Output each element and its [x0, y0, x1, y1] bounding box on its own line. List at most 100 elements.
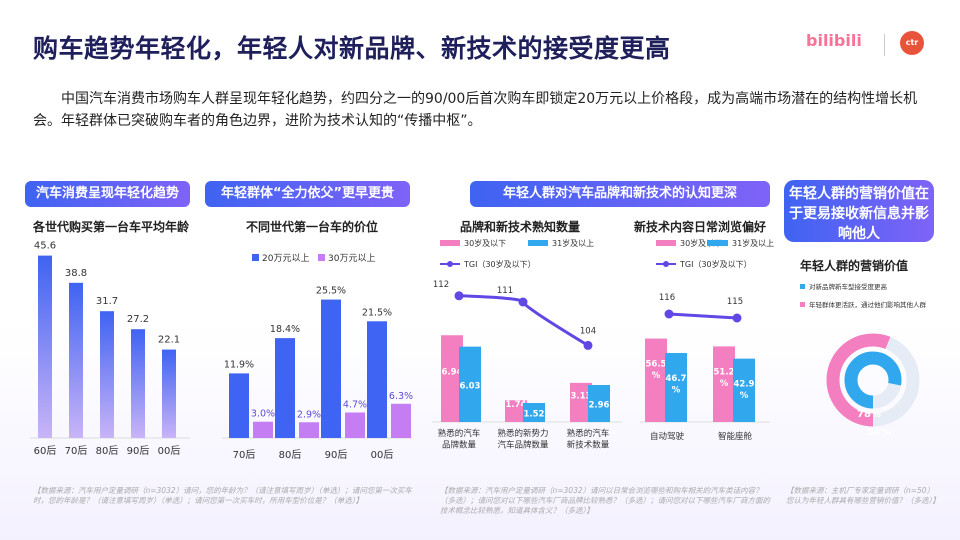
chart2-bar-20万元以上-3 [367, 321, 387, 438]
chart1-value-label-2: 31.7 [96, 296, 118, 307]
chart3-legend-tgi-dot [447, 261, 453, 267]
chart2-tick-label-3: 00后 [371, 449, 394, 461]
chart3-bar-1-2 [588, 385, 610, 422]
chart3-tgi-point-2 [583, 340, 593, 350]
chart1-value-label-3: 27.2 [127, 314, 149, 325]
chart4-bar-0-0 [645, 338, 667, 422]
chart2-bar-20万元以上-1 [275, 338, 295, 438]
chart1-bar-1 [69, 282, 83, 438]
chart4-value-label-0-0: % [652, 371, 661, 381]
chart1-tick-label-4: 00后 [158, 445, 181, 457]
chart4-tgi-label-1: 115 [727, 297, 743, 307]
chart4-value-label-0-1: % [720, 379, 729, 389]
chart2-legend-label-1: 30万元以上 [328, 253, 375, 264]
chart3-tick-label-0: 熟悉的汽车 [438, 428, 481, 439]
chart2-bar-30万元以上-3 [391, 403, 411, 438]
chart1-bar-4 [162, 349, 176, 438]
chart3-value-label-0-0: 6.94 [442, 368, 463, 378]
chart4-tgi-label-0: 116 [659, 293, 675, 303]
chart2-tick-label-2: 90后 [325, 449, 348, 461]
chart3-legend-tgi-label: TGI（30岁及以下） [463, 259, 536, 269]
section-pill-cognition: 年轻人群对汽车品牌和新技术的认知更深 [470, 181, 770, 207]
chart1-tick-label-1: 70后 [65, 445, 88, 457]
chart3-bar-1-0 [459, 346, 481, 422]
chart3-tick-label-2: 新技术数量 [567, 440, 610, 451]
chart3-tick-label-1: 熟悉的新势力 [497, 428, 548, 439]
chart3-legend-label-0: 30岁及以下 [464, 238, 506, 248]
source-note-left: 【数据来源：汽车用户定量调研（n=3032）请问，您的年龄为？（请注意填写周岁）… [33, 486, 412, 505]
chart4-tgi-line [668, 312, 738, 320]
chart4-legend-tgi-label: TGI（30岁及以下） [679, 259, 752, 269]
chart4-tick-label-0: 自动驾驶 [650, 431, 685, 442]
chart2-value-label-0-1: 18.4% [270, 324, 300, 335]
chart3-value-label-0-1: 1.74 [506, 400, 527, 410]
chart4-title: 新技术内容日常浏览偏好 [634, 220, 767, 234]
chart4-value-label-1-1: 42.9 [734, 380, 755, 390]
chart3-tgi-point-1 [518, 297, 528, 307]
chart3-tgi-label-2: 104 [580, 326, 596, 336]
chart2-bar-30万元以上-0 [253, 421, 273, 438]
chart2-value-label-1-3: 6.3% [389, 391, 413, 402]
chart3-tgi-label-1: 111 [497, 286, 513, 296]
logo-divider [884, 34, 885, 56]
chart5-ring-slice-1 [826, 333, 920, 427]
chart4-legend-tgi-dot [663, 261, 669, 267]
chart5-legend-label-0: 对新品牌新车型接受度更高 [809, 282, 888, 291]
section-pill-marketing-value: 年轻人群的营销价值在于更易接收新信息并影响他人 [784, 180, 934, 242]
chart1-value-label-1: 38.8 [65, 268, 87, 279]
chart5-title: 年轻人群的营销价值 [800, 259, 909, 273]
ctr-logo: ctr [900, 31, 924, 55]
chart4-tgi-point-0 [664, 309, 674, 319]
chart1-bar-0 [38, 255, 52, 438]
chart5-legend-swatch-1 [800, 302, 805, 307]
chart1-value-label-0: 45.6 [34, 241, 56, 252]
chart3-legend-label-1: 31岁及以上 [552, 238, 594, 248]
chart4-value-label-1-0: % [672, 386, 681, 396]
intro-paragraph: 中国汽车消费市场购车人群呈现年轻化趋势，约四分之一的90/00后首次购车即锁定2… [33, 91, 918, 129]
chart2-value-label-1-0: 3.0% [251, 409, 275, 420]
chart2-value-label-0-2: 25.5% [316, 286, 346, 297]
source-note-middle: 【数据来源：汽车用户定量调研（n=3032）请问以日常会浏览哪些和购车相关的汽车… [440, 486, 770, 515]
chart2-title: 不同世代第一台车的价位 [246, 220, 379, 234]
section-pill-youth-trend: 汽车消费呈现年轻化趋势 [25, 181, 190, 207]
chart5-legend-label-1: 年轻群体更活跃，通过他们影响其他人群 [809, 300, 927, 309]
chart4-value-label-0-0: 56.5 [646, 360, 667, 370]
chart3-value-label-1-1: 1.52 [524, 410, 545, 420]
chart4-tick-label-1: 智能座舱 [718, 431, 753, 442]
chart1-bar-2 [100, 311, 114, 438]
chart2-value-label-1-1: 2.9% [297, 409, 321, 420]
chart5-value-label-1: 56% [867, 427, 891, 438]
chart1-tick-label-0: 60后 [34, 445, 57, 457]
chart1-title: 各世代购买第一台车平均年龄 [33, 220, 190, 234]
chart3-bar-0-1 [505, 400, 527, 422]
chart1-tick-label-2: 80后 [96, 445, 119, 457]
chart3-value-label-1-0: 6.03 [460, 381, 481, 391]
chart5-value-label-0: 78% [857, 409, 881, 420]
chart2-tick-label-1: 80后 [279, 449, 302, 461]
chart4-bar-0-1 [713, 346, 735, 422]
bilibili-logo: bilibili [806, 31, 862, 50]
chart1-value-label-4: 22.1 [158, 335, 180, 346]
chart4-bar-1-1 [733, 358, 755, 422]
chart1-tick-label-3: 90后 [127, 445, 150, 457]
chart4-legend-swatch-1 [708, 240, 728, 246]
chart5-ring-slice-0 [844, 351, 902, 409]
chart3-bar-0-0 [441, 335, 463, 422]
chart2-legend-swatch-1 [318, 254, 325, 261]
chart3-value-label-1-2: 2.96 [589, 401, 610, 411]
chart2-value-label-0-3: 21.5% [362, 307, 392, 318]
chart2-legend-label-0: 20万元以上 [262, 253, 309, 264]
chart3-tgi-point-0 [454, 291, 464, 301]
chart3-legend-swatch-0 [440, 240, 460, 246]
chart2-bar-20万元以上-2 [321, 299, 341, 438]
chart3-bar-0-2 [570, 382, 592, 422]
chart3-legend-swatch-1 [528, 240, 548, 246]
chart3-tick-label-2: 熟悉的汽车 [567, 428, 610, 439]
chart4-legend-swatch-0 [656, 240, 676, 246]
chart3-value-label-0-2: 3.13 [571, 391, 592, 401]
chart2-tick-label-0: 70后 [233, 449, 256, 461]
chart5-legend-swatch-0 [800, 284, 805, 289]
chart3-bar-1-1 [523, 403, 545, 422]
